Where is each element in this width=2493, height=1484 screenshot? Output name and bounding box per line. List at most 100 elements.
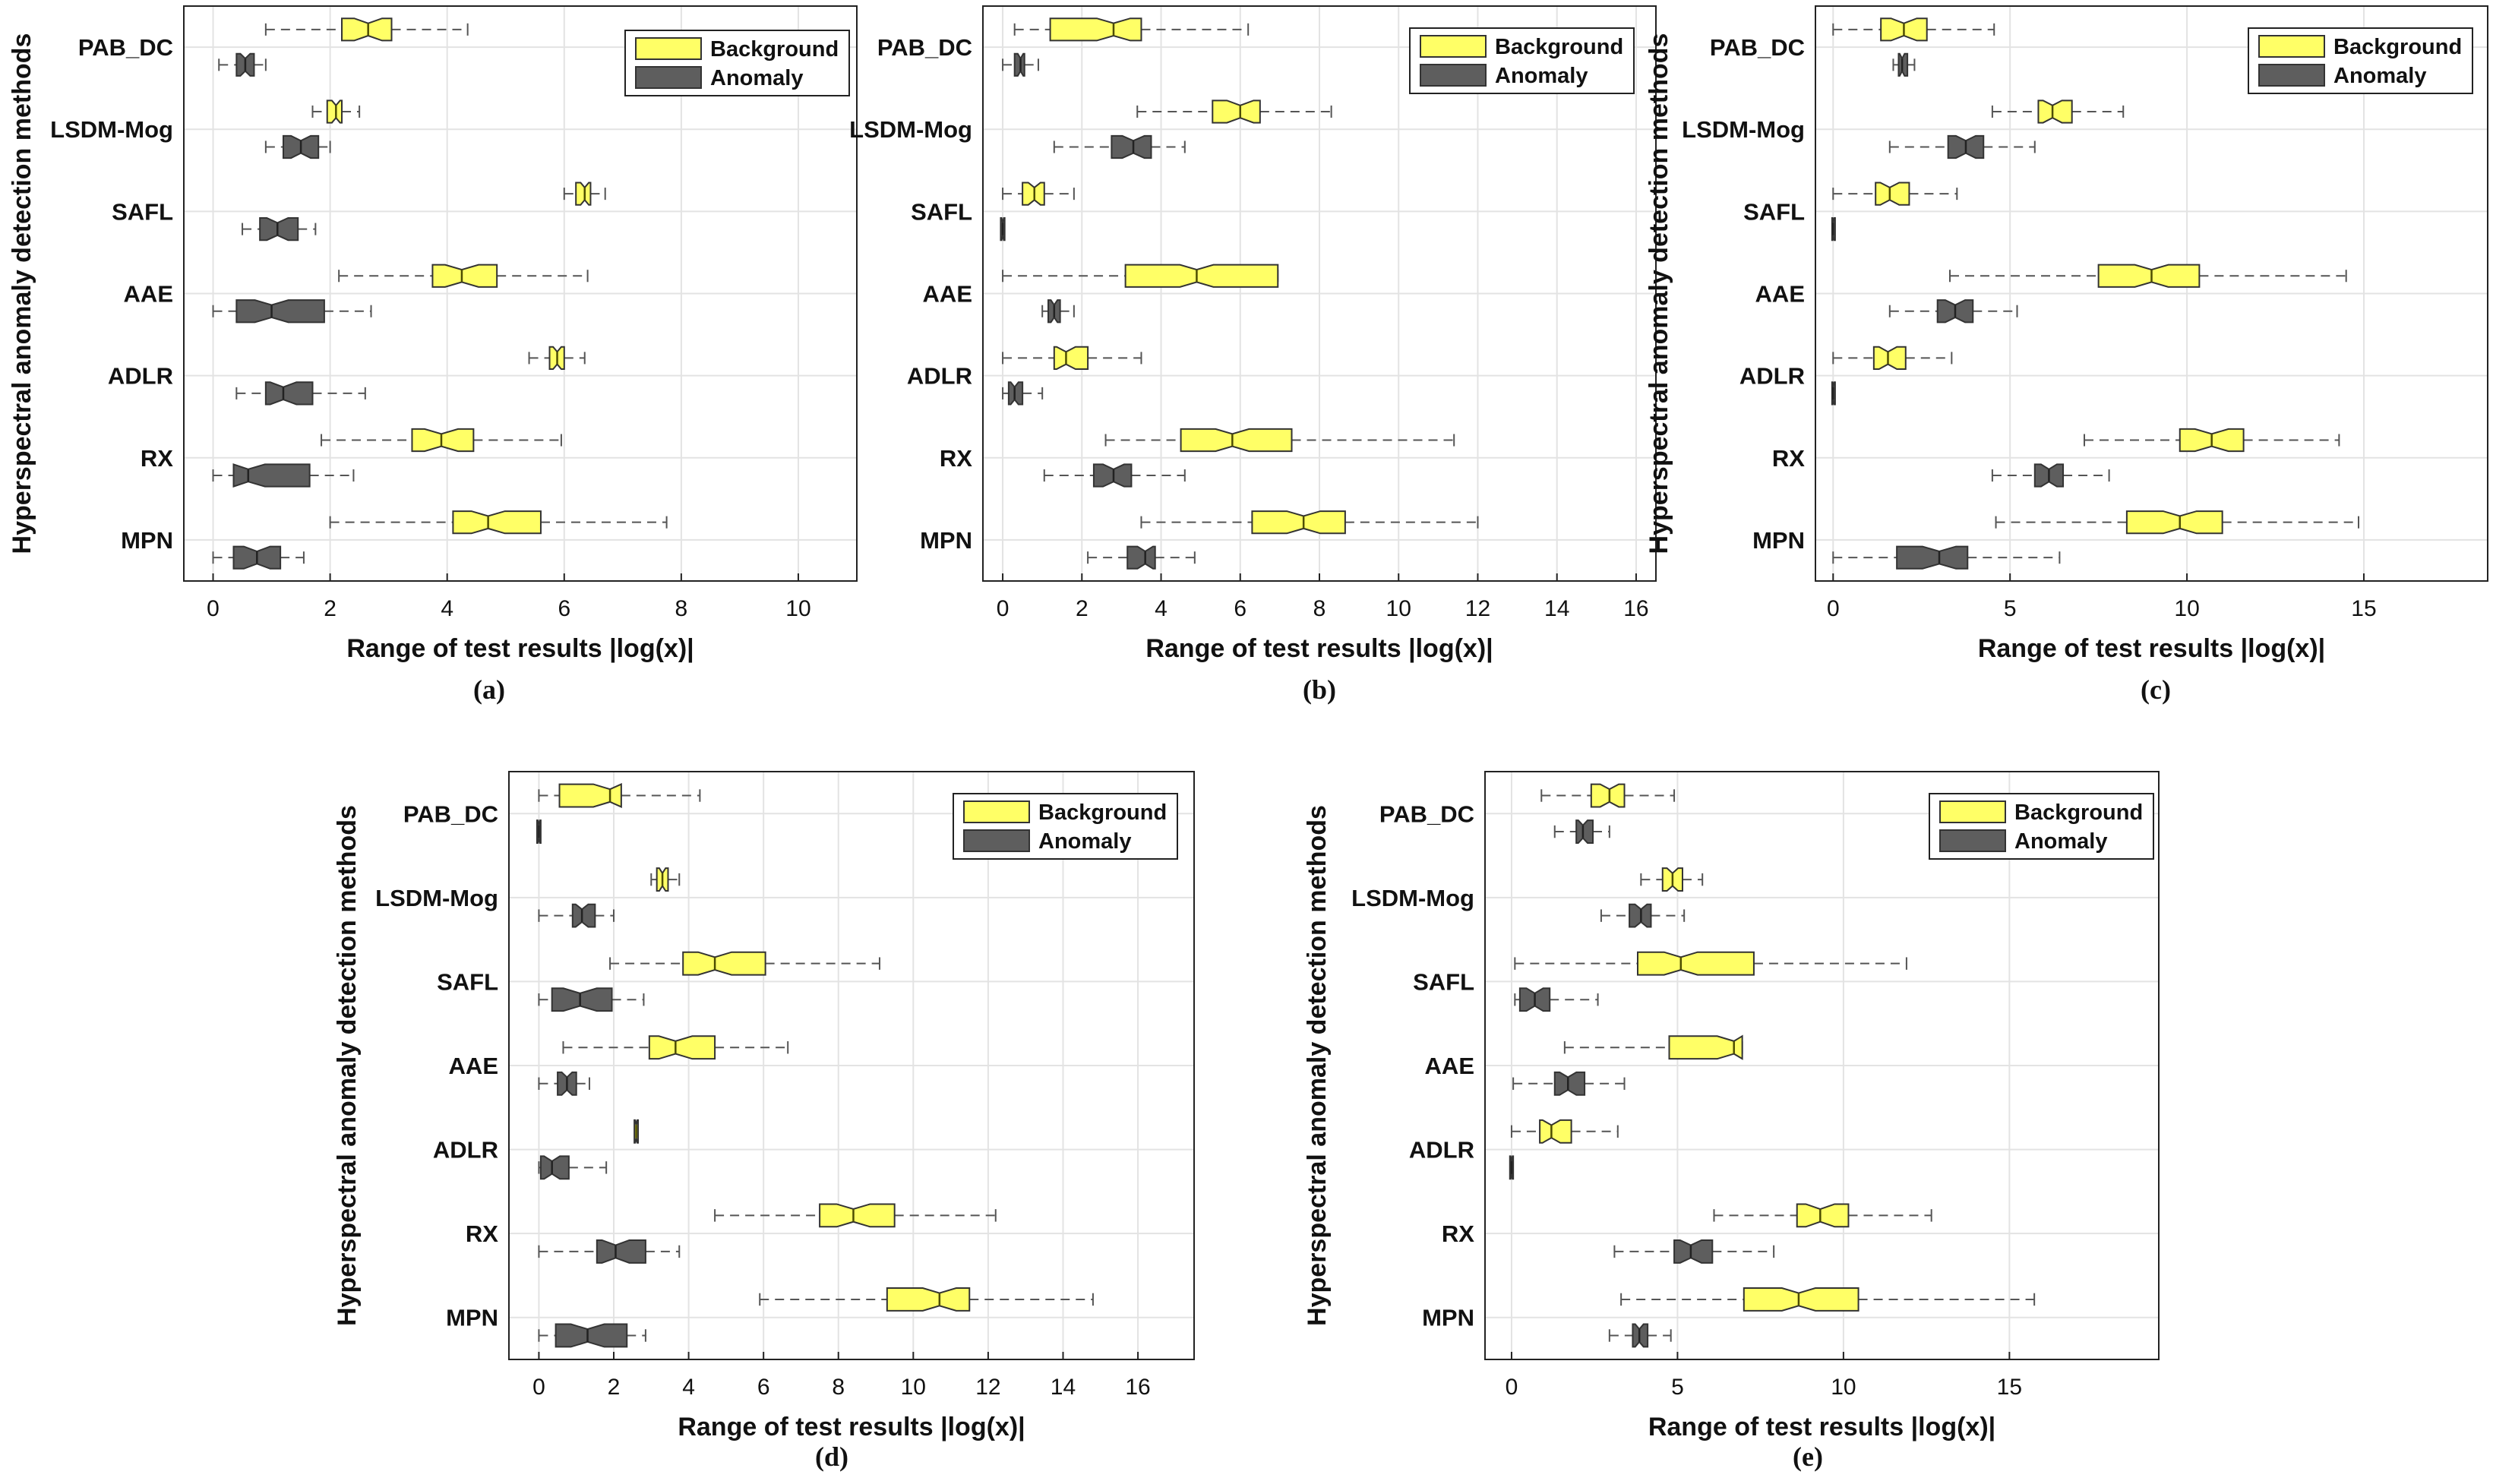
background-box-pab_dc bbox=[538, 783, 701, 808]
anomaly-box-aae bbox=[1888, 299, 2018, 324]
plot-frame bbox=[508, 771, 1195, 1360]
x-tick-label: 10 bbox=[2174, 596, 2199, 621]
box-body bbox=[886, 1287, 971, 1312]
box-body bbox=[1872, 346, 1907, 370]
anomaly-box-rx bbox=[538, 1239, 681, 1264]
category-label: LSDM-Mog bbox=[1682, 116, 1805, 143]
box-body bbox=[1636, 951, 1755, 976]
box-body bbox=[2125, 510, 2223, 535]
anomaly-box-rx bbox=[1043, 463, 1186, 488]
anomaly-box-lsdm-mog bbox=[264, 134, 331, 159]
x-tick-label: 10 bbox=[785, 596, 810, 621]
box-body bbox=[1575, 819, 1594, 844]
x-tick-label: 5 bbox=[1671, 1375, 1684, 1400]
x-tick-label: 2 bbox=[324, 596, 337, 621]
background-box-safl bbox=[563, 182, 606, 206]
category-label: PAB_DC bbox=[1710, 34, 1805, 61]
background-box-lsdm-mog bbox=[1136, 99, 1332, 124]
box-body bbox=[555, 1323, 628, 1348]
background-box-pab_dc bbox=[1540, 783, 1676, 808]
x-tick-label: 0 bbox=[207, 596, 220, 621]
subplot-caption: (a) bbox=[473, 674, 505, 705]
legend-label-anomaly: Anomaly bbox=[1038, 829, 1131, 854]
legend-swatch-background bbox=[963, 800, 1030, 823]
background-box-lsdm-mog bbox=[650, 867, 681, 892]
x-tick-label: 15 bbox=[2351, 596, 2376, 621]
anomaly-box-adlr bbox=[538, 1155, 608, 1180]
subplot-caption: (e) bbox=[1793, 1441, 1823, 1472]
category-label: SAFL bbox=[1743, 198, 1805, 225]
anomaly-box-pab_dc bbox=[1553, 819, 1610, 844]
subplot-c: 0 5 10 15 PAB_DC LSDM-Mog SAFL AAE ADLR RX MPN Rang… bbox=[1645, 5, 2488, 705]
legend-swatch-background bbox=[1420, 35, 1487, 58]
background-box-pab_dc bbox=[1832, 17, 1995, 42]
category-label: AAE bbox=[124, 281, 173, 308]
anomaly-box-safl bbox=[1514, 987, 1599, 1012]
x-tick-label: 4 bbox=[682, 1375, 695, 1400]
box-body bbox=[1013, 52, 1025, 77]
anomaly-box-mpn bbox=[538, 1323, 646, 1348]
box-body bbox=[1022, 182, 1045, 206]
anomaly-box-rx bbox=[1991, 463, 2110, 488]
legend-label-background: Background bbox=[2333, 35, 2462, 59]
background-box-safl bbox=[1514, 951, 1907, 976]
background-box-adlr bbox=[1002, 346, 1142, 370]
x-tick-label: 0 bbox=[997, 596, 1010, 621]
x-tick-label: 0 bbox=[1506, 1375, 1518, 1400]
plot-frame bbox=[1815, 5, 2488, 582]
box-body bbox=[341, 17, 393, 42]
background-box-rx bbox=[1104, 428, 1455, 453]
x-tick-label: 5 bbox=[2004, 596, 2017, 621]
category-label: AAE bbox=[1425, 1053, 1474, 1079]
category-label: SAFL bbox=[1413, 968, 1474, 995]
anomaly-box-mpn bbox=[1087, 545, 1196, 570]
x-tick-label: 16 bbox=[1125, 1375, 1150, 1400]
grid bbox=[184, 6, 857, 581]
box-body bbox=[682, 951, 766, 976]
legend-label-anomaly: Anomaly bbox=[2333, 64, 2426, 88]
background-box-lsdm-mog bbox=[1991, 99, 2125, 124]
box-body bbox=[819, 1203, 896, 1228]
plot-frame bbox=[1484, 771, 2160, 1360]
subplot-b: 0 2 4 6 8 10 12 14 16 PAB_DC LSDM-Mog SAFL AAE ADLR RX… bbox=[849, 5, 1657, 705]
box-body bbox=[1007, 381, 1024, 406]
category-label: SAFL bbox=[437, 968, 498, 995]
legend-swatch-anomaly bbox=[635, 66, 702, 89]
category-label: AAE bbox=[1755, 281, 1805, 308]
category-label: RX bbox=[1772, 445, 1805, 472]
x-tick-label: 14 bbox=[1544, 596, 1569, 621]
anomaly-box-pab_dc bbox=[1002, 52, 1039, 77]
anomaly-box-pab_dc bbox=[536, 819, 542, 844]
subplot-a: 0 2 4 6 8 10 PAB_DC LSDM-Mog SAFL AAE ADLR RX MPN Ran… bbox=[8, 5, 858, 705]
box-body bbox=[1743, 1287, 1859, 1312]
legend-label-background: Background bbox=[1495, 35, 1623, 59]
anomaly-box-aae bbox=[1041, 299, 1075, 324]
box-body bbox=[2037, 99, 2073, 124]
anomaly-box-mpn bbox=[1608, 1323, 1672, 1348]
background-box-rx bbox=[321, 428, 562, 453]
box-body bbox=[1875, 182, 1910, 206]
category-label: SAFL bbox=[911, 198, 972, 225]
x-tick-label: 14 bbox=[1051, 1375, 1076, 1400]
box-body bbox=[551, 987, 613, 1012]
subplot-d: 0 2 4 6 8 10 12 14 16 PAB_DC LSDM-Mog SAFL AAE ADLR RX… bbox=[333, 771, 1195, 1472]
category-label: PAB_DC bbox=[877, 34, 972, 61]
box-body bbox=[235, 299, 325, 324]
x-tick-label: 0 bbox=[532, 1375, 545, 1400]
anomaly-box-safl bbox=[1000, 217, 1006, 242]
subplot-caption: (d) bbox=[815, 1441, 848, 1472]
category-label: PAB_DC bbox=[78, 34, 173, 61]
x-axis-label: Range of test results |log(x)| bbox=[678, 1413, 1025, 1441]
category-label: PAB_DC bbox=[1379, 800, 1474, 827]
background-box-lsdm-mog bbox=[1640, 867, 1704, 892]
legend-swatch-anomaly bbox=[963, 829, 1030, 852]
x-tick-label: 12 bbox=[975, 1375, 1000, 1400]
box-body bbox=[1092, 463, 1133, 488]
background-box-aae bbox=[1563, 1034, 1743, 1060]
background-box-aae bbox=[1002, 264, 1279, 288]
anomaly-box-safl bbox=[1831, 217, 1836, 242]
anomaly-box-adlr bbox=[1831, 381, 1836, 406]
category-label: LSDM-Mog bbox=[375, 885, 498, 911]
legend-label-background: Background bbox=[2014, 800, 2143, 825]
plot-frame bbox=[183, 5, 858, 582]
